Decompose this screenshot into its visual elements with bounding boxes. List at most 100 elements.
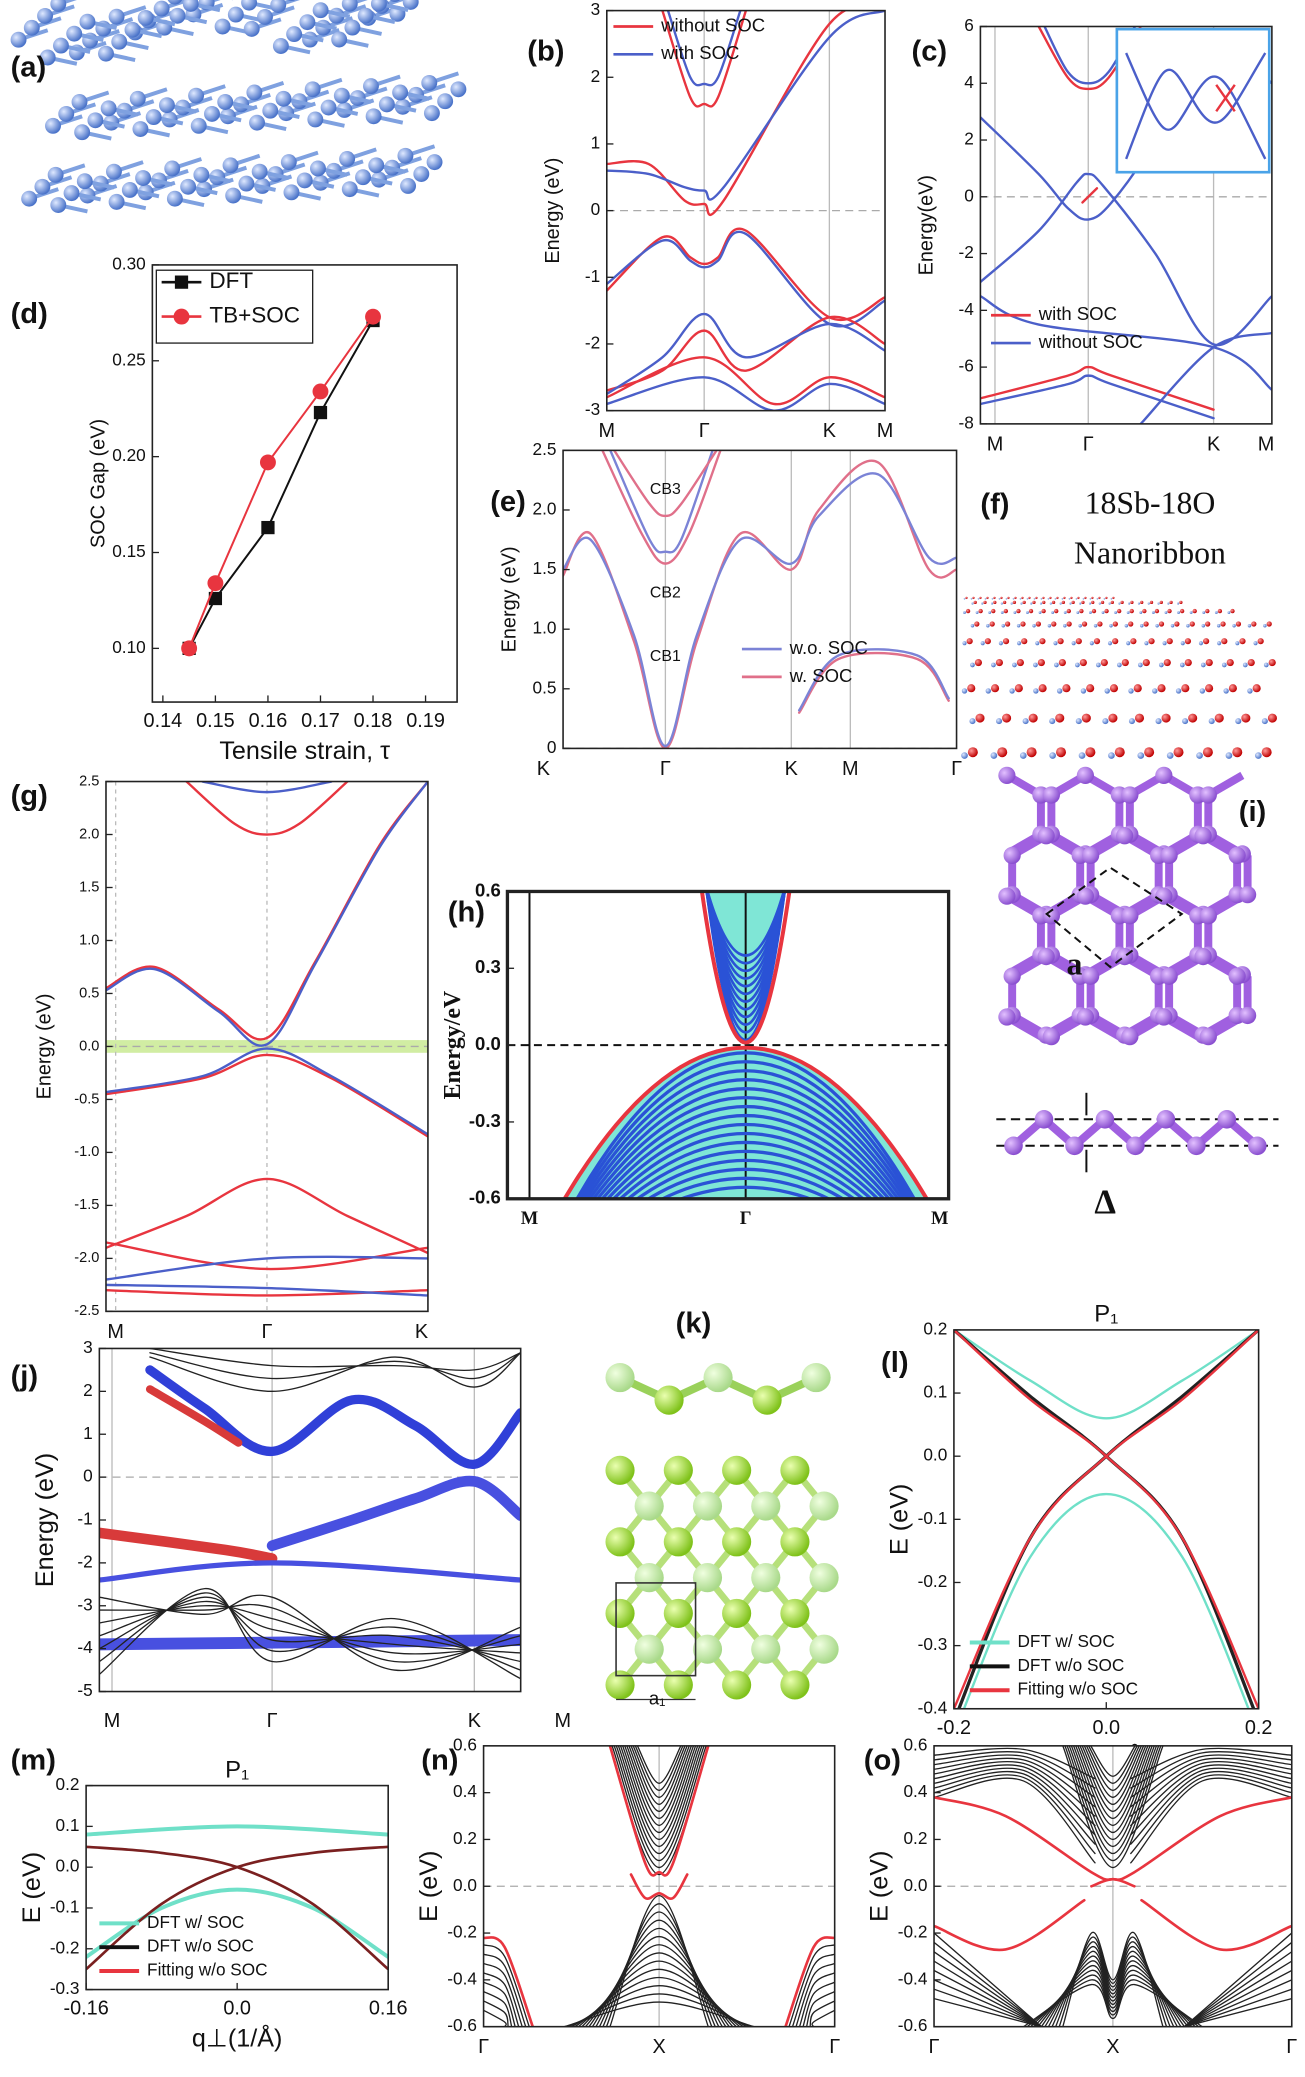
- plot-frame: [605, 9, 886, 412]
- atom: [52, 37, 69, 54]
- band-curve: [483, 1944, 530, 2027]
- atom: [1121, 658, 1129, 667]
- atom: [1196, 752, 1203, 759]
- band-curve: [934, 1751, 1096, 1789]
- atom: [331, 31, 348, 48]
- panel-label: (g): [11, 780, 48, 812]
- atom: [981, 602, 984, 605]
- x-tick-label: M: [521, 1208, 539, 1229]
- atom: [1079, 608, 1084, 614]
- atom: [1084, 596, 1087, 600]
- atom: [977, 597, 980, 600]
- atom: [1126, 611, 1130, 614]
- band-curve: [580, 1069, 911, 1199]
- atom: [413, 166, 430, 183]
- band-curve: [615, 1745, 703, 1855]
- atom: [1038, 611, 1042, 614]
- lattice-label: a: [1067, 946, 1083, 981]
- band-curve: [600, 1113, 892, 1199]
- y-tick-label: 0.0: [923, 1445, 947, 1465]
- atom: [1261, 718, 1268, 725]
- atom: [974, 621, 980, 627]
- y-tick-label: 0.0: [56, 1856, 80, 1876]
- atom: [809, 1563, 839, 1593]
- legend-label: w. SOC: [789, 665, 853, 686]
- atom: [79, 13, 96, 30]
- band-curve: [705, 891, 786, 988]
- band-curve: [962, 1492, 1250, 1709]
- atom: [355, 169, 371, 186]
- atom: [1108, 752, 1115, 759]
- y-axis-label: Energy (eV): [498, 546, 520, 652]
- atom: [1157, 602, 1160, 605]
- band-curve: [587, 1087, 904, 1199]
- atom: [1075, 662, 1080, 668]
- band-curve: [595, 1104, 896, 1199]
- atom: [1194, 827, 1212, 845]
- atom: [1028, 713, 1038, 723]
- band-curve: [201, 781, 333, 794]
- atom: [1160, 967, 1178, 985]
- atom: [1199, 907, 1217, 925]
- plot: [483, 1745, 835, 2027]
- atom: [1194, 947, 1212, 966]
- atom: [1053, 641, 1058, 646]
- band-curve: [1062, 1745, 1164, 1869]
- atom: [1003, 608, 1009, 614]
- atom: [1184, 638, 1192, 645]
- legend-label: DFT: [209, 268, 253, 293]
- atom: [1079, 602, 1082, 605]
- plot-frame: [933, 1745, 1293, 2028]
- atom: [1187, 1136, 1206, 1156]
- atom: [1082, 967, 1100, 985]
- atom: [1232, 747, 1243, 758]
- band-curve: [1130, 1774, 1292, 1855]
- atom: [1205, 621, 1211, 627]
- band-curve: [86, 1845, 389, 1971]
- atom: [751, 1563, 781, 1593]
- atom: [1170, 624, 1175, 628]
- band-curve: [606, 10, 886, 217]
- atom: [1238, 886, 1257, 904]
- band-curve: [483, 1972, 520, 2027]
- atom: [1042, 786, 1060, 804]
- band-curve: [1090, 1745, 1136, 1777]
- atom: [1216, 624, 1221, 628]
- band-curve: [577, 1060, 914, 1199]
- atom: [368, 157, 385, 174]
- band-curve: [105, 1255, 428, 1281]
- y-tick-label: 2: [964, 129, 974, 149]
- atom: [66, 25, 83, 42]
- atom: [47, 166, 64, 183]
- band-curve: [613, 450, 718, 518]
- atom: [1205, 658, 1213, 667]
- atom: [275, 90, 292, 107]
- legend-label: with SOC: [660, 42, 739, 63]
- structures: [10, 0, 1279, 1701]
- atom: [1093, 638, 1101, 645]
- atom: [1037, 658, 1045, 667]
- atom: [1253, 641, 1258, 646]
- atom: [1180, 641, 1185, 646]
- band-curve: [634, 1158, 857, 1199]
- band-curve: [934, 1767, 1096, 1836]
- atom: [1049, 718, 1056, 725]
- atom: [1167, 602, 1170, 605]
- atom: [50, 0, 67, 12]
- band-curve: [1064, 1745, 1162, 1862]
- atom: [50, 197, 67, 213]
- atom: [1208, 718, 1215, 725]
- atom: [10, 31, 27, 48]
- atom: [1199, 688, 1206, 694]
- band-curve: [1072, 1745, 1153, 1834]
- y-tick-label: -0.3: [50, 1978, 80, 1998]
- atom: [1039, 638, 1046, 645]
- atom: [991, 608, 996, 614]
- atom: [1061, 597, 1064, 600]
- band-curve: [802, 1981, 835, 2027]
- atom: [722, 1455, 752, 1485]
- x-tick-label: K: [537, 758, 551, 780]
- atom: [365, 108, 382, 125]
- atom: [225, 187, 242, 204]
- y-tick-label: -0.2: [447, 1922, 477, 1942]
